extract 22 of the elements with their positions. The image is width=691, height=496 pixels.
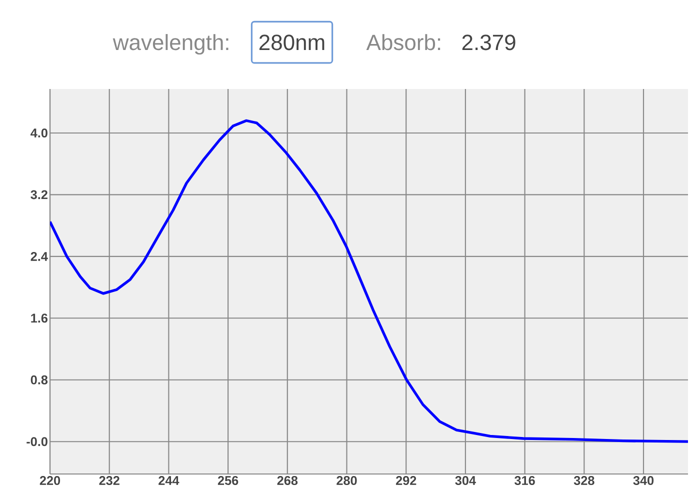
y-tick-label: 2.4 bbox=[30, 252, 48, 261]
y-tick-label: 3.2 bbox=[30, 190, 48, 200]
x-tick-label: 280 bbox=[336, 476, 357, 486]
text: Absorb: bbox=[366, 34, 440, 50]
x-tick-label: 268 bbox=[277, 476, 298, 486]
x-tick-label: 220 bbox=[40, 476, 60, 486]
text: 280nm bbox=[259, 34, 324, 50]
x-tick-label: 232 bbox=[99, 476, 120, 486]
text: wavelength: bbox=[112, 34, 228, 55]
text: 2.379 bbox=[462, 34, 516, 50]
x-tick-label: 328 bbox=[574, 476, 594, 486]
x-tick-label: 304 bbox=[455, 476, 476, 486]
x-tick-label: 244 bbox=[158, 476, 180, 485]
line-series bbox=[50, 119, 688, 443]
y-tick-label: 4.0 bbox=[30, 128, 48, 138]
y-tick-label: 1.6 bbox=[31, 314, 48, 323]
x-tick-label: 292 bbox=[396, 476, 416, 486]
y-tick-label: 0.8 bbox=[30, 375, 48, 384]
y-tick-label: -0.0 bbox=[26, 437, 48, 446]
x-tick-label: 256 bbox=[218, 476, 238, 486]
x-tick-label: 316 bbox=[514, 476, 535, 486]
x-tick-label: 340 bbox=[633, 476, 654, 486]
